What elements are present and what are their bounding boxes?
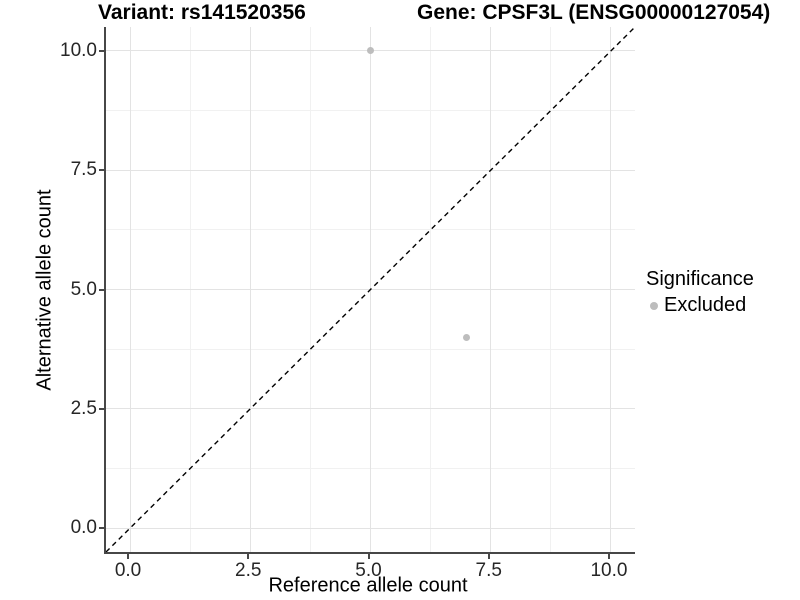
y-tick-mark [99,169,104,172]
y-tick-label: 0.0 [70,517,97,539]
y-tick-label: 5.0 [70,278,97,300]
plot-title-gene: Gene: CPSF3L (ENSG00000127054) [417,1,771,24]
y-tick-label: 7.5 [70,159,97,181]
x-tick-mark [367,554,370,559]
gridline-major-horizontal [106,408,635,410]
y-tick-mark [99,407,104,410]
x-tick-label: 10.0 [590,560,628,581]
x-tick-mark [607,554,610,559]
x-tick-mark [247,554,250,559]
x-tick-mark [487,554,490,559]
legend-item-label: Excluded [664,294,747,316]
plot-panel [104,27,635,554]
data-point [367,47,374,55]
identity-line [106,27,635,552]
x-tick-label: 7.5 [475,560,502,581]
x-tick-mark [127,554,130,559]
y-tick-mark [99,49,104,52]
y-tick-label: 10.0 [60,39,97,61]
x-axis-title: Reference allele count [268,574,468,597]
x-tick-label: 2.5 [235,560,262,581]
plot-title-variant: Variant: rs141520356 [98,1,306,24]
gridline-major-horizontal [106,169,635,171]
y-tick-mark [99,288,104,291]
gridline-major-horizontal [106,527,635,529]
y-tick-label: 2.5 [70,397,97,419]
x-tick-label: 5.0 [355,560,382,581]
legend-title: Significance [646,268,754,290]
data-point [463,333,471,341]
legend-item-excluded: Excluded [646,294,754,317]
legend-key-point-icon [650,301,658,310]
legend: Significance Excluded [646,268,754,317]
x-tick-label: 0.0 [114,560,142,581]
y-tick-mark [99,527,104,530]
